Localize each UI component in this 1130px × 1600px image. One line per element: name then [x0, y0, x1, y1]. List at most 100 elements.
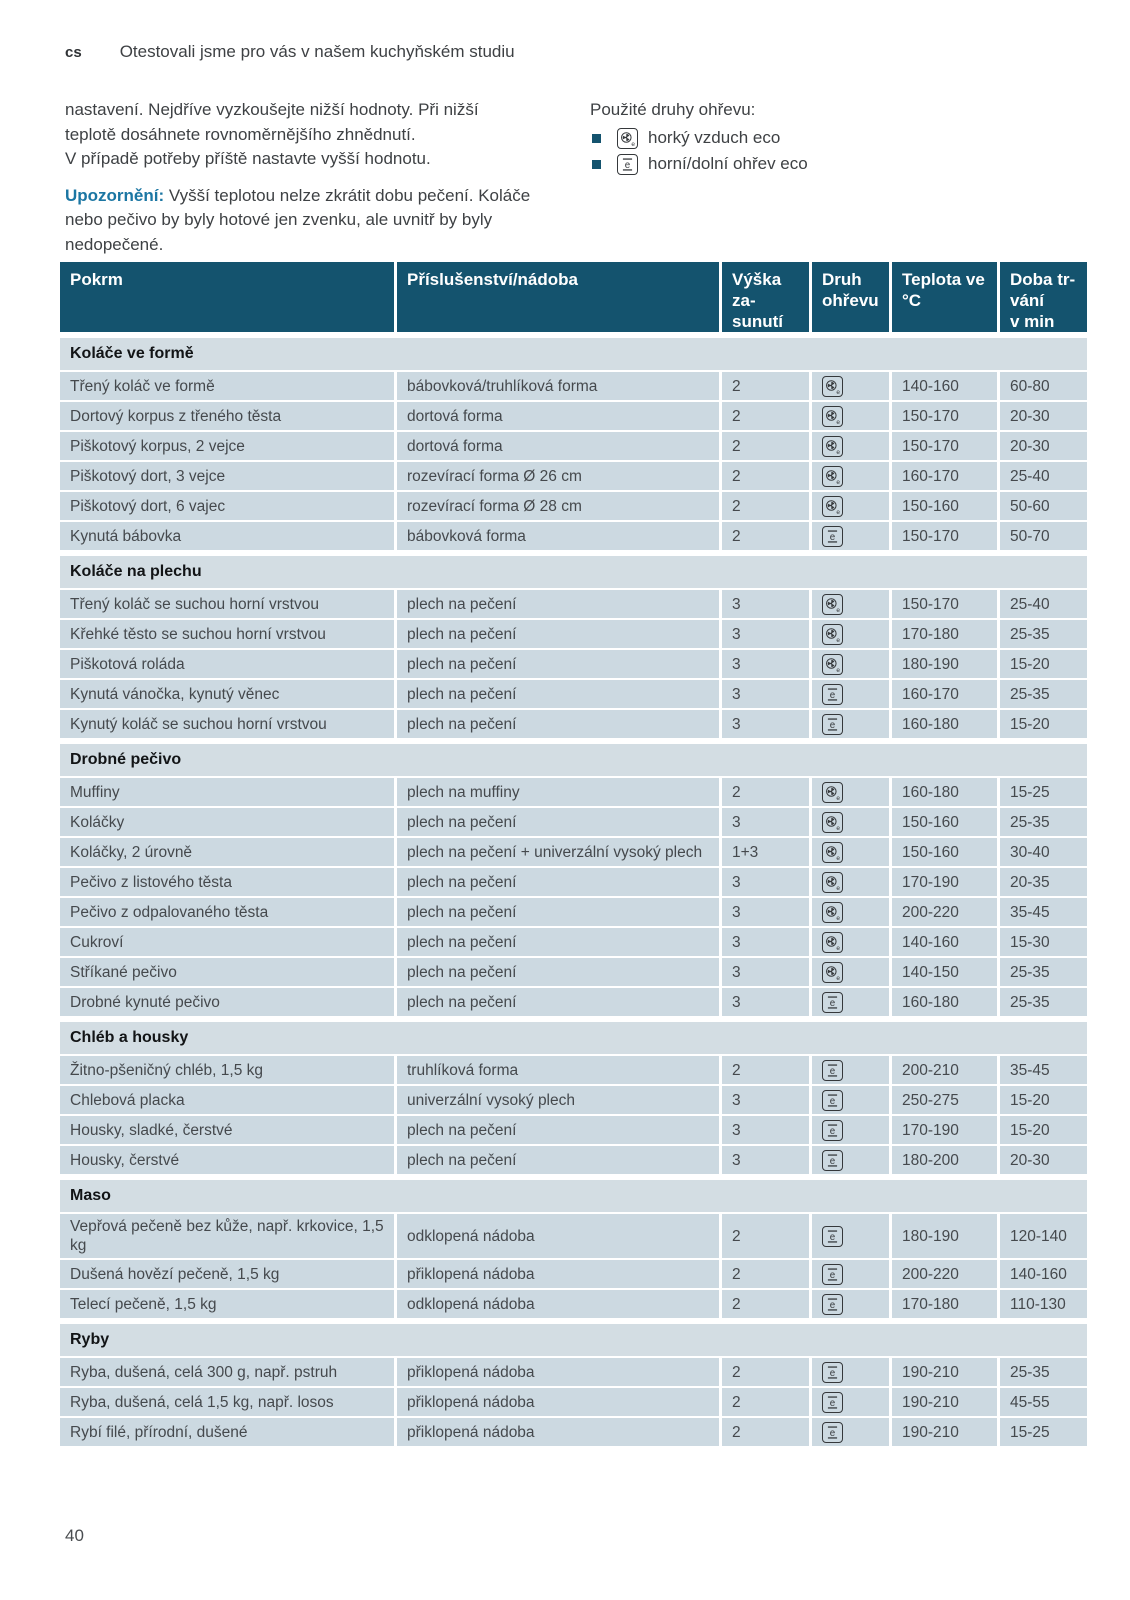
temperature-cell: 190-210	[892, 1418, 1000, 1448]
food-cell: Ryba, dušená, celá 1,5 kg, např. losos	[60, 1388, 397, 1418]
time-cell: 25-35	[1000, 680, 1087, 710]
column-header: Doba tr- vání v min	[1000, 262, 1087, 334]
hot-air-eco-icon: e	[822, 841, 843, 863]
hot-air-eco-icon: e	[822, 593, 843, 615]
level-cell: 2	[722, 462, 812, 492]
table-row: Rybí filé, přírodní, dušené přiklopená ná…	[60, 1418, 1087, 1448]
food-cell: Chlebová placka	[60, 1086, 397, 1116]
top-bottom-eco-icon: e	[822, 525, 843, 547]
temperature-cell: 200-220	[892, 898, 1000, 928]
mode-cell: e	[812, 1388, 892, 1418]
food-cell: Rybí filé, přírodní, dušené	[60, 1418, 397, 1448]
time-cell: 15-20	[1000, 650, 1087, 680]
hot-air-eco-icon: e	[822, 871, 843, 893]
accessory-cell: plech na pečení	[397, 958, 722, 988]
mode-cell: e	[812, 680, 892, 710]
accessory-cell: odklopená nádoba	[397, 1290, 722, 1320]
page-title: Otestovali jsme pro vás v našem kuchyňsk…	[119, 42, 515, 61]
svg-text:e: e	[836, 448, 840, 454]
level-cell: 2	[722, 1418, 812, 1448]
section-row: Koláče ve formě	[60, 334, 1087, 372]
section-row: Ryby	[60, 1320, 1087, 1358]
temperature-cell: 160-180	[892, 778, 1000, 808]
table-header: Pokrm Příslušenství/nádoba Výška za- sunut…	[60, 262, 1087, 334]
hot-air-eco-icon: e	[822, 495, 843, 517]
svg-text:e: e	[836, 388, 840, 394]
level-cell: 2	[722, 1056, 812, 1086]
level-cell: 2	[722, 1290, 812, 1320]
temperature-cell: 160-180	[892, 988, 1000, 1018]
accessory-cell: plech na muffiny	[397, 778, 722, 808]
mode-cell: e	[812, 432, 892, 462]
table-row: Pečivo z odpalovaného těsta plech na peče…	[60, 898, 1087, 928]
section-title: Chléb a housky	[60, 1018, 1087, 1056]
heating-type-label: horký vzduch eco	[648, 128, 781, 148]
level-cell: 2	[722, 432, 812, 462]
food-cell: Piškotový korpus, 2 vejce	[60, 432, 397, 462]
mode-cell: e	[812, 1214, 892, 1260]
top-bottom-eco-icon: e	[822, 713, 843, 735]
level-cell: 2	[722, 778, 812, 808]
warning-label: Upozornění:	[65, 185, 165, 205]
mode-cell: e	[812, 778, 892, 808]
table-row: Třený koláč se suchou horní vrstvou plech…	[60, 590, 1087, 620]
temperature-cell: 180-190	[892, 650, 1000, 680]
mode-cell: e	[812, 1086, 892, 1116]
time-cell: 25-35	[1000, 1358, 1087, 1388]
time-cell: 15-20	[1000, 1116, 1087, 1146]
svg-text:e: e	[836, 974, 840, 980]
intro-text-line: nastavení. Nejdříve vyzkoušejte nižší ho…	[65, 100, 479, 119]
food-cell: Cukroví	[60, 928, 397, 958]
level-cell: 2	[722, 492, 812, 522]
accessory-cell: rozevírací forma Ø 26 cm	[397, 462, 722, 492]
svg-text:e: e	[836, 794, 840, 800]
food-cell: Dušená hovězí pečeně, 1,5 kg	[60, 1260, 397, 1290]
intro-column: nastavení. Nejdříve vyzkoušejte nižší ho…	[65, 98, 557, 257]
section-title: Maso	[60, 1176, 1087, 1214]
time-cell: 25-35	[1000, 808, 1087, 838]
hot-air-eco-icon: e	[822, 465, 843, 487]
table-row: Piškotová roláda plech na pečení 3 e 180-190…	[60, 650, 1087, 680]
warning-note: Upozornění: Vyšší teplotou nelze zkrátit…	[65, 184, 557, 258]
table-row: Žitno-pšeničný chléb, 1,5 kg truhlíková f…	[60, 1056, 1087, 1086]
table-row: Chlebová placka univerzální vysoký plech 3…	[60, 1086, 1087, 1116]
food-cell: Drobné kynuté pečivo	[60, 988, 397, 1018]
accessory-cell: plech na pečení	[397, 650, 722, 680]
mode-cell: e	[812, 372, 892, 402]
top-bottom-eco-icon: e	[822, 1361, 843, 1383]
section-row: Drobné pečivo	[60, 740, 1087, 778]
table-row: Housky, čerstvé plech na pečení 3 e 180-200 2…	[60, 1146, 1087, 1176]
mode-cell: e	[812, 1290, 892, 1320]
level-cell: 3	[722, 590, 812, 620]
table-row: Kynutá bábovka bábovková forma 2 e 150-170 50…	[60, 522, 1087, 552]
table-row: Koláčky plech na pečení 3 e 150-160 25-35	[60, 808, 1087, 838]
temperature-cell: 150-170	[892, 432, 1000, 462]
table-row: Kynutý koláč se suchou horní vrstvou plec…	[60, 710, 1087, 740]
time-cell: 35-45	[1000, 898, 1087, 928]
section-title: Ryby	[60, 1320, 1087, 1358]
svg-text:e: e	[836, 478, 840, 484]
time-cell: 25-35	[1000, 620, 1087, 650]
top-bottom-eco-icon: e	[822, 1293, 843, 1315]
level-cell: 3	[722, 808, 812, 838]
mode-cell: e	[812, 898, 892, 928]
accessory-cell: přiklopená nádoba	[397, 1418, 722, 1448]
mode-cell: e	[812, 838, 892, 868]
time-cell: 20-35	[1000, 868, 1087, 898]
table-row: Telecí pečeně, 1,5 kg odklopená nádoba 2 e 1…	[60, 1290, 1087, 1320]
svg-text:e: e	[830, 1397, 835, 1408]
food-cell: Stříkané pečivo	[60, 958, 397, 988]
section-row: Koláče na plechu	[60, 552, 1087, 590]
mode-cell: e	[812, 620, 892, 650]
column-header: Pokrm	[60, 262, 397, 334]
accessory-cell: plech na pečení	[397, 808, 722, 838]
hot-air-eco-icon: e	[822, 961, 843, 983]
intro-text-line: teplotě dosáhnete rovnoměrnějšího zhnědn…	[65, 124, 416, 144]
temperature-cell: 160-170	[892, 680, 1000, 710]
time-cell: 20-30	[1000, 402, 1087, 432]
temperature-cell: 180-190	[892, 1214, 1000, 1260]
top-bottom-eco-icon: e	[822, 1225, 843, 1247]
food-cell: Piškotový dort, 6 vajec	[60, 492, 397, 522]
time-cell: 140-160	[1000, 1260, 1087, 1290]
heating-type-item: e horní/dolní ohřev eco	[590, 152, 1080, 178]
